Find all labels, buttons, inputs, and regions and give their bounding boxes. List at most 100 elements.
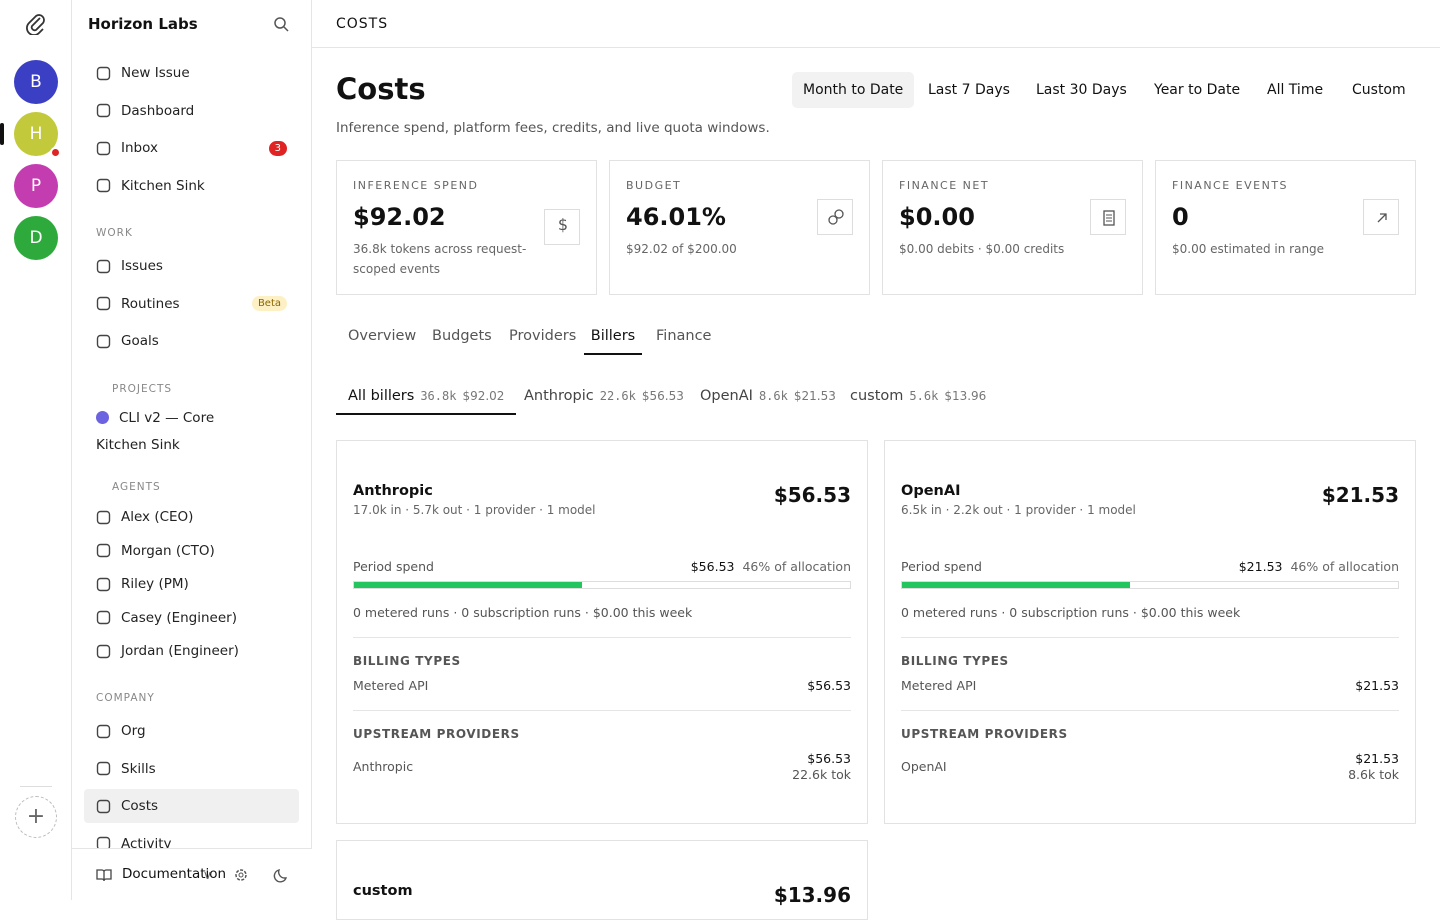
- nav-label: Costs: [121, 798, 159, 814]
- provider-name: OpenAI: [901, 759, 947, 774]
- range-button[interactable]: Month to Date: [792, 72, 915, 108]
- nav-item[interactable]: Alex (CEO): [84, 501, 299, 533]
- period-amount: $21.53: [1238, 559, 1283, 574]
- nav-label: Alex (CEO): [121, 509, 194, 525]
- sidebar-footer: Documentation v: [72, 848, 312, 900]
- stat-icon: $: [544, 209, 580, 245]
- range-button[interactable]: All Time: [1267, 82, 1324, 98]
- billing-amount: $21.53: [1355, 678, 1399, 693]
- icon: [96, 103, 111, 118]
- biller-name: custom: [850, 388, 904, 404]
- tab[interactable]: Billers: [584, 328, 642, 355]
- period-right: $56.53 46% of allocation: [691, 559, 851, 574]
- nav-label: Kitchen Sink: [96, 436, 180, 453]
- nav-item[interactable]: Routines Beta: [84, 287, 299, 321]
- period-amount: $56.53: [690, 559, 735, 574]
- icon: [96, 799, 111, 813]
- company-avatar[interactable]: H: [14, 112, 58, 156]
- nav-item[interactable]: Costs: [84, 789, 299, 823]
- biller-name: custom: [353, 883, 413, 899]
- biller-name: All billers: [348, 388, 415, 404]
- runs-summary: 0 metered runs · 0 subscription runs · $…: [901, 605, 1241, 620]
- range-button[interactable]: Year to Date: [1154, 82, 1241, 98]
- page-title: Costs: [336, 72, 426, 106]
- nav-item[interactable]: Kitchen Sink: [84, 169, 299, 203]
- biller-tab[interactable]: custom 5.6k $13.96: [838, 388, 998, 413]
- nav-item[interactable]: Dashboard: [84, 94, 299, 128]
- nav-label: New Issue: [121, 65, 190, 81]
- company-avatar[interactable]: D: [14, 216, 58, 260]
- biller-card: Anthropic $56.53 17.0k in · 5.7k out · 1 p…: [336, 440, 868, 824]
- billing-amount: $56.53: [807, 678, 851, 693]
- version: v: [204, 868, 212, 882]
- icon: [96, 543, 111, 558]
- theme-toggle[interactable]: [273, 867, 289, 883]
- icon: [96, 577, 111, 591]
- stat-icon: [1363, 199, 1399, 235]
- stat-value: $0.00: [899, 203, 975, 231]
- stat-value: 46.01%: [626, 203, 726, 231]
- add-company[interactable]: +: [15, 796, 57, 838]
- tab[interactable]: Providers: [509, 328, 577, 344]
- biller-amount: $21.53: [1321, 483, 1399, 507]
- range-button[interactable]: Last 7 Days: [928, 82, 1010, 98]
- nav-label: Skills: [121, 760, 156, 777]
- icon: [96, 761, 111, 776]
- stat-label: BUDGET: [626, 179, 682, 192]
- nav-item[interactable]: Issues: [84, 249, 299, 283]
- stat-icon: [817, 199, 853, 235]
- stat-label: FINANCE NET: [899, 179, 990, 192]
- svg-text:$: $: [558, 215, 568, 234]
- progress-bar: [902, 582, 1131, 588]
- runs-summary: 0 metered runs · 0 subscription runs · $…: [353, 605, 693, 620]
- biller-amount: $56.53: [641, 389, 684, 403]
- settings-button[interactable]: [233, 867, 249, 883]
- biller-name: Anthropic: [353, 483, 433, 499]
- section-title: WORK: [96, 227, 133, 239]
- range-button[interactable]: Last 30 Days: [1036, 82, 1127, 98]
- project-color: [96, 411, 109, 424]
- nav-item[interactable]: Inbox 3: [84, 131, 299, 165]
- biller-tab[interactable]: Anthropic 22.6k $56.53: [512, 388, 696, 413]
- biller-tab[interactable]: OpenAI 8.6k $21.53: [688, 388, 848, 413]
- stat-note: 36.8k tokens across request-scoped event…: [353, 242, 527, 276]
- nav-item[interactable]: Riley (PM): [84, 568, 299, 600]
- breadcrumb: COSTS: [336, 16, 389, 32]
- stat-card: INFERENCE SPEND $92.02 36.8k tokens across…: [336, 160, 597, 295]
- search-button[interactable]: [273, 16, 289, 32]
- nav-item[interactable]: New Issue: [84, 56, 299, 90]
- stat-label: FINANCE EVENTS: [1172, 179, 1289, 192]
- nav-item[interactable]: Skills: [84, 752, 299, 786]
- biller-tab[interactable]: All billers 36.8k $92.02: [336, 388, 517, 415]
- nav-label: CLI v2 — Core: [119, 409, 215, 426]
- company-avatar[interactable]: B: [14, 60, 58, 104]
- upstream-title: UPSTREAM PROVIDERS: [901, 727, 1068, 741]
- icon: [96, 259, 111, 273]
- tab[interactable]: Finance: [656, 328, 712, 344]
- biller-meta: 17.0k in · 5.7k out · 1 provider · 1 mod…: [353, 503, 596, 517]
- section-title: COMPANY: [96, 692, 155, 704]
- nav-item[interactable]: Org: [84, 714, 299, 748]
- range-button[interactable]: Custom: [1352, 82, 1406, 98]
- nav-label: Kitchen Sink: [121, 177, 205, 194]
- progress-track: [901, 581, 1399, 589]
- company-avatar[interactable]: P: [14, 164, 58, 208]
- nav-item[interactable]: CLI v2 — Core: [84, 404, 299, 431]
- divider: [353, 637, 851, 638]
- billing-title: BILLING TYPES: [901, 654, 1009, 668]
- docs-link[interactable]: Documentation: [122, 866, 227, 882]
- nav-label: Morgan (CTO): [121, 542, 215, 559]
- biller-tokens: 8.6k: [758, 389, 788, 403]
- nav-item[interactable]: Jordan (Engineer): [84, 635, 299, 667]
- stat-card: FINANCE NET $0.00 $0.00 debits · $0.00 cre…: [882, 160, 1143, 295]
- nav-item[interactable]: Casey (Engineer): [84, 602, 299, 634]
- tab[interactable]: Overview: [348, 328, 417, 344]
- icon: [96, 66, 111, 80]
- nav-item[interactable]: Morgan (CTO): [84, 535, 299, 567]
- nav-item[interactable]: Kitchen Sink: [84, 431, 299, 458]
- period-label: Period spend: [901, 559, 982, 574]
- main: COSTS Costs Inference spend, platform fe…: [312, 0, 1440, 920]
- badge: Beta: [251, 296, 287, 311]
- nav-item[interactable]: Goals: [84, 324, 299, 358]
- tab[interactable]: Budgets: [432, 328, 492, 344]
